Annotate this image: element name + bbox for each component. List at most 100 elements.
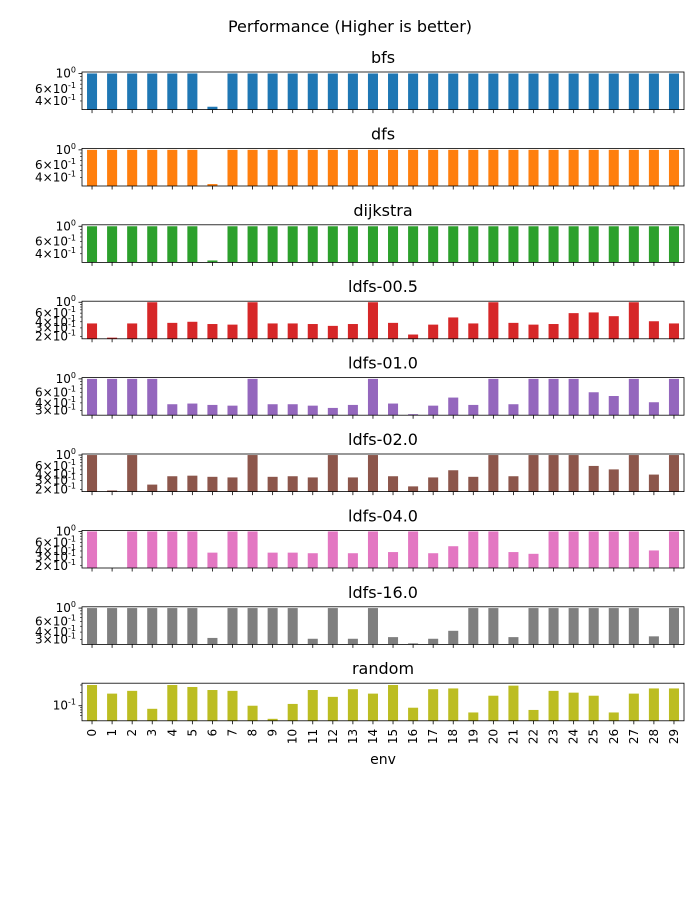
x-tick-label: 18 bbox=[446, 729, 460, 744]
bar bbox=[668, 531, 679, 568]
bar bbox=[107, 608, 118, 645]
y-tick-label: 4×10-1 bbox=[35, 394, 76, 410]
bar bbox=[588, 226, 599, 263]
bar bbox=[127, 149, 138, 186]
bar bbox=[347, 404, 358, 416]
bar bbox=[227, 149, 238, 186]
bar bbox=[327, 226, 338, 263]
x-tick-label: 19 bbox=[466, 729, 480, 744]
bar bbox=[388, 552, 399, 568]
bar bbox=[408, 149, 419, 186]
bar bbox=[528, 553, 539, 568]
bar bbox=[608, 531, 619, 568]
bar bbox=[588, 608, 599, 645]
bar bbox=[107, 490, 118, 492]
bar bbox=[207, 106, 218, 110]
bar bbox=[508, 149, 519, 186]
bar bbox=[648, 321, 659, 339]
y-tick-label: 4×10-1 bbox=[35, 624, 76, 640]
bar bbox=[648, 636, 659, 645]
bar bbox=[287, 608, 298, 645]
bar bbox=[167, 684, 178, 721]
bar bbox=[87, 455, 98, 492]
bar bbox=[428, 73, 439, 110]
bar bbox=[287, 552, 298, 568]
bar bbox=[127, 690, 138, 721]
bar bbox=[448, 546, 459, 568]
x-tick-label: 20 bbox=[486, 729, 500, 744]
bar bbox=[167, 149, 178, 186]
bar bbox=[528, 709, 539, 721]
bar bbox=[468, 404, 479, 416]
axes-frame bbox=[81, 377, 685, 416]
bar bbox=[588, 312, 599, 339]
bar bbox=[167, 226, 178, 263]
bar bbox=[367, 73, 378, 110]
bar bbox=[528, 226, 539, 263]
bar bbox=[267, 226, 278, 263]
bar bbox=[267, 404, 278, 416]
bar bbox=[648, 73, 659, 110]
bar bbox=[127, 531, 138, 568]
bar bbox=[247, 531, 258, 568]
x-tick-label: 12 bbox=[326, 729, 340, 744]
bar bbox=[528, 378, 539, 416]
bar bbox=[528, 324, 539, 339]
y-tick-label: 100 bbox=[56, 65, 76, 81]
subplot-title: random bbox=[352, 659, 414, 678]
bar bbox=[408, 643, 419, 645]
bar bbox=[367, 302, 378, 339]
bar bbox=[87, 684, 98, 721]
x-tick-label: 15 bbox=[386, 729, 400, 744]
y-tick-label: 4×10-1 bbox=[35, 313, 76, 329]
subplot-title: ldfs-16.0 bbox=[348, 583, 418, 602]
subplot-title: bfs bbox=[371, 48, 395, 67]
bar bbox=[408, 707, 419, 721]
bar bbox=[568, 608, 579, 645]
bar bbox=[227, 73, 238, 110]
bar bbox=[307, 73, 318, 110]
bar bbox=[608, 608, 619, 645]
bar bbox=[127, 608, 138, 645]
bar bbox=[367, 531, 378, 568]
bar bbox=[528, 455, 539, 492]
bar bbox=[388, 403, 399, 416]
bar bbox=[388, 322, 399, 339]
y-tick-label: 6×10-1 bbox=[35, 384, 76, 400]
bar bbox=[367, 378, 378, 416]
bar bbox=[448, 317, 459, 339]
bar bbox=[428, 477, 439, 492]
bar bbox=[247, 73, 258, 110]
bar bbox=[468, 149, 479, 186]
bar bbox=[548, 531, 559, 568]
bar bbox=[147, 378, 158, 416]
y-tick-label: 3×10-1 bbox=[35, 319, 76, 335]
axes-frame bbox=[81, 71, 685, 110]
bar bbox=[548, 690, 559, 721]
x-tick-label: 7 bbox=[226, 729, 240, 737]
bar bbox=[628, 73, 639, 110]
bar bbox=[508, 637, 519, 645]
bar bbox=[608, 469, 619, 492]
y-tick-label: 6×10-1 bbox=[35, 305, 76, 321]
axes-frame bbox=[81, 606, 685, 645]
bar bbox=[428, 638, 439, 645]
bar bbox=[127, 73, 138, 110]
bar bbox=[448, 470, 459, 492]
bar bbox=[207, 404, 218, 416]
bar bbox=[87, 531, 98, 568]
axes-frame bbox=[81, 147, 685, 187]
bar bbox=[267, 608, 278, 645]
bar bbox=[227, 226, 238, 263]
bar bbox=[508, 322, 519, 339]
axes-frame bbox=[81, 682, 685, 722]
bar bbox=[388, 73, 399, 110]
bar bbox=[107, 149, 118, 186]
bar bbox=[568, 531, 579, 568]
axes-frame bbox=[81, 453, 685, 492]
bar bbox=[87, 323, 98, 339]
bar bbox=[347, 553, 358, 568]
bar bbox=[488, 378, 499, 416]
